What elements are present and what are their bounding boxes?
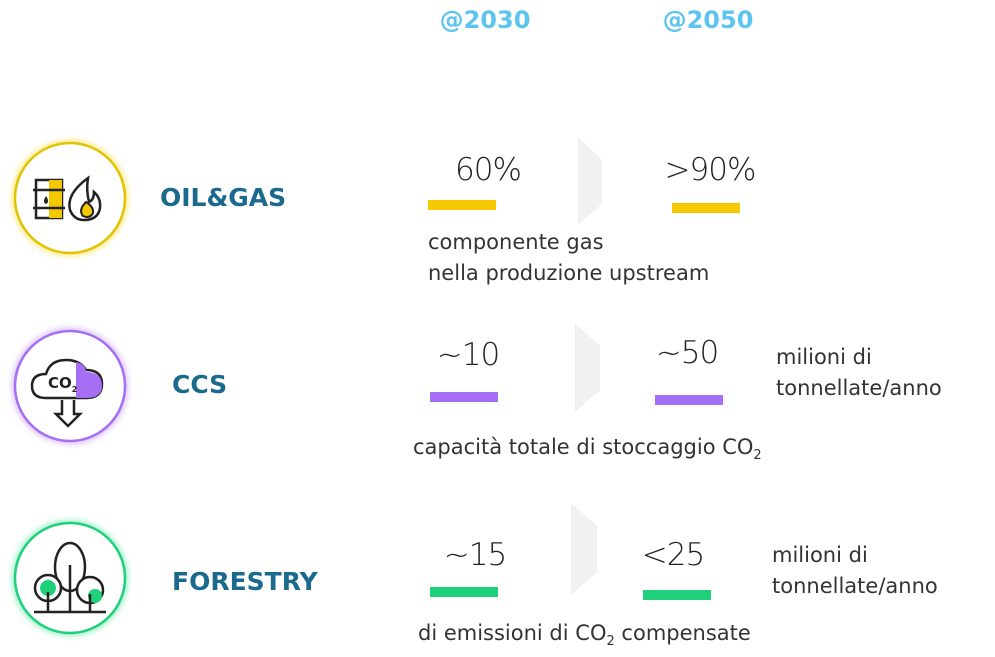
bar: [430, 392, 498, 402]
row-label: FORESTRY: [172, 567, 318, 596]
ccs-icon: [12, 328, 128, 444]
arrow: [571, 503, 597, 595]
arrow: [578, 137, 602, 225]
value: ~50: [655, 335, 719, 371]
bar: [428, 200, 496, 210]
icon-text: CO2: [48, 374, 77, 394]
value: <25: [641, 537, 705, 573]
bar: [655, 395, 723, 405]
note: componente gas: [428, 230, 604, 254]
unit: milioni di: [772, 543, 868, 567]
column-header: @2030: [439, 6, 531, 34]
value: ~15: [443, 537, 507, 573]
unit: tonnellate/anno: [776, 376, 942, 400]
oil-gas-icon: [12, 140, 128, 256]
unit: milioni di: [776, 345, 872, 369]
note-text: compensate: [614, 621, 751, 645]
bar: [430, 587, 498, 597]
bar: [672, 203, 740, 213]
bar: [643, 590, 711, 600]
forestry-icon: [12, 520, 128, 636]
row-label: OIL&GAS: [160, 183, 287, 212]
note: di emissioni di CO2 compensate: [418, 618, 751, 657]
column-header: @2050: [662, 6, 754, 34]
note-text: di emissioni di CO: [418, 621, 607, 645]
value: 60%: [455, 152, 522, 188]
value: >90%: [664, 152, 757, 188]
icon-text-main: CO: [48, 374, 72, 392]
note: nella produzione upstream: [428, 261, 710, 285]
note-text: capacità totale di stoccaggio CO: [413, 435, 754, 459]
note: capacità totale di stoccaggio CO2: [413, 432, 762, 471]
value: ~10: [436, 337, 500, 373]
note-sub: 2: [753, 448, 762, 464]
unit: tonnellate/anno: [772, 574, 938, 598]
note-sub: 2: [606, 634, 615, 650]
icon-text-sub: 2: [71, 385, 78, 394]
row-label: CCS: [172, 370, 228, 399]
arrow: [575, 323, 600, 412]
